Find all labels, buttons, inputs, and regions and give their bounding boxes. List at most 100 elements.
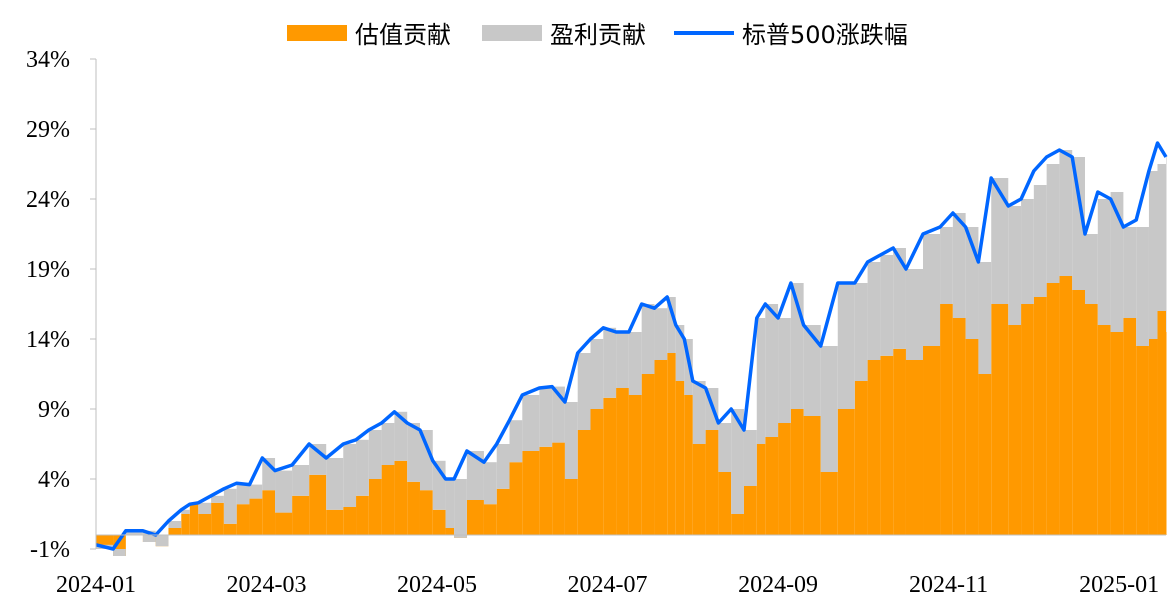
valuation-bar [407, 481, 420, 535]
valuation-bar [675, 381, 685, 535]
earnings-bar [940, 227, 953, 304]
valuation-bar [778, 423, 791, 535]
earnings-bar [292, 465, 310, 496]
valuation-bar [820, 472, 838, 535]
y-tick-label: 4% [38, 467, 70, 493]
earnings-bar [445, 479, 455, 528]
legend: 估值贡献 盈利贡献 标普500涨跌幅 [287, 21, 908, 49]
valuation-bar [1123, 318, 1137, 535]
valuation-bar [496, 488, 510, 535]
valuation-bar [1085, 304, 1098, 535]
earnings-bar [820, 346, 838, 472]
earnings-bar [539, 388, 553, 447]
earnings-bar [181, 509, 190, 514]
valuation-bars [96, 276, 1167, 556]
earnings-bar [275, 470, 293, 513]
earnings-bar [1085, 234, 1098, 304]
valuation-bar [590, 409, 604, 535]
y-tick-label: 29% [26, 117, 70, 143]
valuation-bar [483, 504, 497, 535]
plot-area [95, 141, 1168, 556]
valuation-bar [641, 374, 655, 535]
x-tick-label: 2024-09 [738, 572, 818, 598]
valuation-bar [552, 442, 565, 535]
valuation-bar [1072, 290, 1086, 535]
earnings-bar [343, 444, 357, 507]
earnings-bar [236, 483, 250, 505]
earnings-bar [466, 451, 484, 500]
earnings-bar [616, 332, 629, 388]
earnings-bar [496, 444, 510, 489]
y-tick-label: 9% [38, 397, 70, 423]
earnings-bar [628, 332, 642, 395]
valuation-bar [654, 360, 668, 535]
valuation-bar [198, 514, 212, 535]
x-tick-label: 2024-01 [56, 572, 136, 598]
valuation-bar [381, 465, 395, 535]
valuation-bar [837, 409, 855, 535]
earnings-bar [564, 402, 578, 479]
valuation-bar [867, 360, 881, 535]
valuation-bar [394, 460, 408, 535]
valuation-bar [743, 486, 757, 535]
earnings-bar [867, 262, 881, 360]
valuation-bar [1110, 332, 1124, 535]
valuation-bar [905, 360, 924, 535]
x-tick-label: 2024-03 [227, 572, 307, 598]
x-tick-label: 2024-07 [568, 572, 648, 598]
valuation-bar [692, 444, 706, 535]
valuation-bar [923, 346, 941, 535]
earnings-bar [905, 269, 924, 360]
earnings-bar [381, 423, 395, 465]
valuation-bar [445, 528, 455, 535]
earnings-bar [1136, 227, 1149, 346]
valuation-bar [991, 304, 1009, 535]
valuation-bar [667, 353, 676, 535]
earnings-bar [603, 327, 617, 398]
x-tick-label: 2025-01 [1079, 572, 1159, 598]
valuation-bar [880, 355, 894, 535]
valuation-bar [616, 388, 629, 535]
earnings-bar [1166, 157, 1167, 332]
valuation-bar [223, 523, 237, 535]
earnings-bar [1110, 192, 1124, 332]
earnings-bar [743, 430, 757, 486]
valuation-bar [368, 479, 382, 535]
legend-label-valuation: 估值贡献 [355, 21, 451, 49]
valuation-bar [705, 430, 719, 535]
valuation-bar [509, 462, 523, 535]
valuation-bar [356, 495, 369, 535]
valuation-bar [249, 498, 263, 535]
earnings-bar [125, 530, 143, 535]
valuation-bar [522, 451, 540, 535]
y-tick-label: 24% [26, 187, 70, 213]
earnings-bar [1148, 171, 1158, 339]
valuation-bar [211, 502, 224, 535]
sp500-line [95, 141, 1168, 551]
earnings-bar [198, 502, 212, 514]
earnings-bar [223, 488, 237, 524]
x-tick-label: 2024-05 [397, 572, 477, 598]
earnings-bar [765, 304, 779, 437]
earnings-bar [155, 535, 169, 547]
valuation-bar [1033, 297, 1047, 535]
valuation-bar [765, 437, 779, 535]
earnings-bar [356, 439, 369, 496]
earnings-bar [952, 213, 966, 318]
valuation-bar [1021, 304, 1034, 535]
earnings-bar [854, 283, 868, 381]
earnings-bar [168, 521, 182, 528]
earnings-bar [309, 444, 327, 475]
earnings-bar [978, 262, 992, 374]
earnings-bar [142, 530, 156, 542]
valuation-bar [790, 409, 804, 535]
earnings-bar [1021, 199, 1034, 304]
valuation-bar [419, 490, 433, 535]
valuation-bar [1136, 346, 1149, 535]
valuation-bar [1059, 276, 1073, 535]
earnings-bar [1097, 199, 1111, 325]
earnings-bar [368, 430, 382, 479]
legend-swatch-valuation [287, 25, 347, 41]
earnings-bar [756, 318, 766, 444]
valuation-bar [309, 474, 327, 535]
